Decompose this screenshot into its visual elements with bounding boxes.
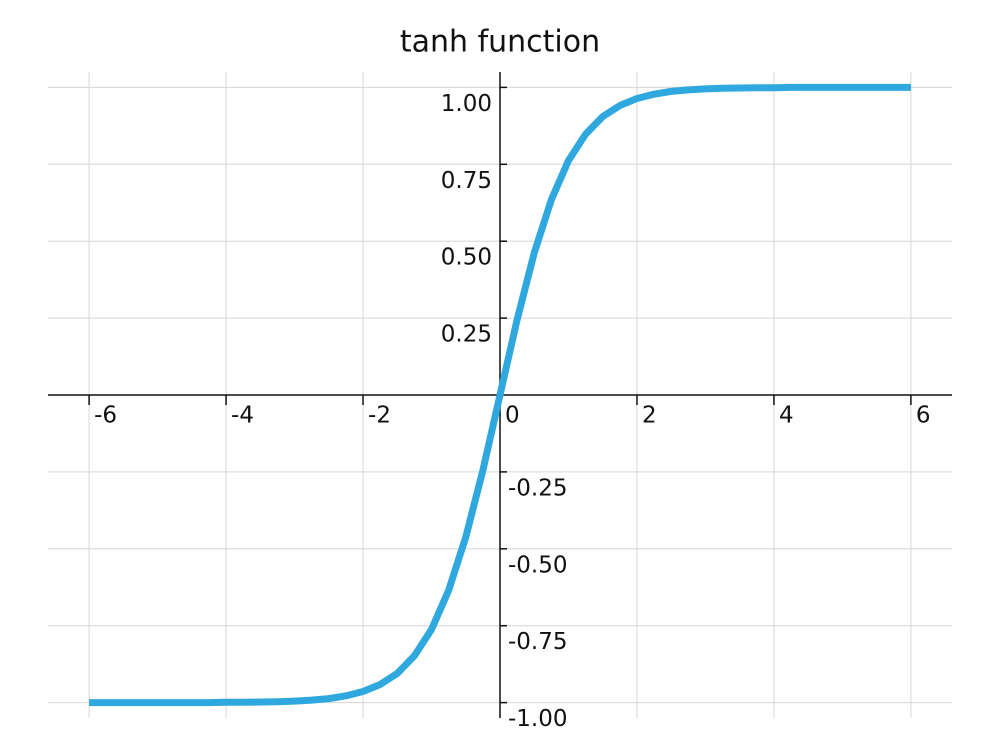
tanh-line [89,83,911,707]
y-tick-label: -0.25 [508,475,568,501]
x-tick-label: -4 [231,403,254,429]
x-tick-label: -2 [368,403,391,429]
y-tick-label: 1.00 [441,91,492,117]
y-tick-label: 0.25 [441,322,492,348]
y-tick-label: 0.50 [441,245,492,271]
x-tick-label: 0 [505,403,520,429]
x-tick-label: 6 [916,403,931,429]
y-tick-label: -0.75 [508,629,568,655]
x-tick-label: 2 [642,403,657,429]
y-tick-label: -0.50 [508,552,568,578]
y-tick-label: -1.00 [508,706,568,732]
x-tick-label: 4 [779,403,794,429]
y-tick-label: 0.75 [441,168,492,194]
x-tick-label: -6 [94,403,117,429]
chart-title: tanh function [400,25,600,60]
